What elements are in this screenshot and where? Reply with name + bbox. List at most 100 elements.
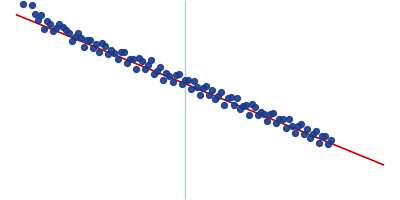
Point xyxy=(148,58,154,62)
Point xyxy=(151,73,157,76)
Point xyxy=(313,129,319,132)
Point xyxy=(172,73,179,76)
Point xyxy=(142,67,148,71)
Point xyxy=(249,103,255,106)
Point xyxy=(319,135,326,138)
Point xyxy=(163,71,170,74)
Point xyxy=(316,142,322,145)
Point xyxy=(38,13,44,17)
Point xyxy=(188,88,194,91)
Point xyxy=(145,64,151,67)
Point xyxy=(322,134,328,138)
Point xyxy=(176,73,182,76)
Point xyxy=(224,96,231,99)
Point xyxy=(44,19,50,22)
Point xyxy=(53,26,60,29)
Point xyxy=(93,42,99,46)
Point xyxy=(72,35,78,39)
Point xyxy=(157,65,164,69)
Point xyxy=(270,112,276,115)
Point xyxy=(35,19,41,22)
Point xyxy=(258,110,264,113)
Point xyxy=(87,38,93,42)
Point xyxy=(169,80,176,83)
Point xyxy=(286,118,292,121)
Point xyxy=(209,88,216,91)
Point xyxy=(240,104,246,107)
Point xyxy=(126,58,133,61)
Point xyxy=(102,45,108,48)
Point xyxy=(47,22,54,25)
Point xyxy=(252,106,258,109)
Point xyxy=(96,50,102,53)
Point xyxy=(236,108,243,111)
Point xyxy=(32,13,38,16)
Point xyxy=(307,136,313,140)
Point xyxy=(74,32,81,35)
Point xyxy=(182,79,188,82)
Point xyxy=(304,127,310,130)
Point xyxy=(120,50,127,54)
Point xyxy=(111,52,118,55)
Point xyxy=(221,103,228,106)
Point xyxy=(114,58,121,61)
Point xyxy=(136,57,142,60)
Point xyxy=(288,124,295,127)
Point xyxy=(197,93,203,96)
Point xyxy=(62,28,69,32)
Point xyxy=(310,133,316,136)
Point xyxy=(160,78,166,81)
Point xyxy=(206,94,212,97)
Point xyxy=(203,84,209,87)
Point xyxy=(273,121,280,124)
Point xyxy=(124,62,130,65)
Point xyxy=(227,96,234,99)
Point xyxy=(99,42,106,45)
Point xyxy=(234,97,240,100)
Point xyxy=(105,52,112,56)
Point xyxy=(325,142,332,146)
Point xyxy=(166,74,173,77)
Point xyxy=(56,23,63,26)
Point xyxy=(191,79,197,82)
Point xyxy=(184,78,191,81)
Point xyxy=(194,85,200,89)
Point xyxy=(200,86,206,89)
Point xyxy=(59,25,66,29)
Point xyxy=(78,36,84,39)
Point xyxy=(154,69,160,72)
Point xyxy=(20,3,26,6)
Point xyxy=(301,132,307,136)
Point xyxy=(81,46,87,49)
Point xyxy=(261,113,267,116)
Point xyxy=(130,57,136,61)
Point xyxy=(246,113,252,116)
Point xyxy=(292,132,298,135)
Point xyxy=(29,3,35,6)
Point xyxy=(215,94,222,97)
Point xyxy=(243,104,249,107)
Point xyxy=(218,90,224,94)
Point xyxy=(178,82,185,86)
Point xyxy=(294,125,301,128)
Point xyxy=(212,98,218,101)
Point xyxy=(90,46,96,49)
Point xyxy=(133,67,139,70)
Point xyxy=(282,126,289,130)
Point xyxy=(68,39,75,42)
Point xyxy=(117,51,124,54)
Point xyxy=(41,28,47,31)
Point xyxy=(66,31,72,34)
Point xyxy=(84,39,90,42)
Point xyxy=(276,117,283,121)
Point xyxy=(108,49,114,52)
Point xyxy=(267,112,274,115)
Point xyxy=(298,123,304,126)
Point xyxy=(279,117,286,120)
Point xyxy=(255,114,261,117)
Point xyxy=(328,139,334,142)
Point xyxy=(264,119,270,122)
Point xyxy=(230,104,237,107)
Point xyxy=(50,30,56,33)
Point xyxy=(139,60,145,63)
